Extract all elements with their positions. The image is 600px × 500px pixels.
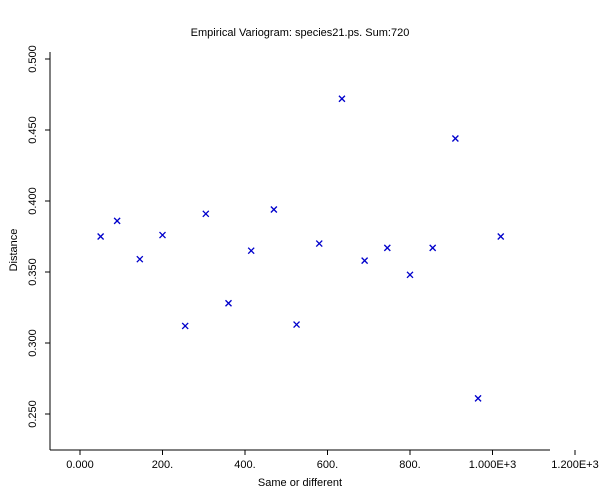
x-tick-label: 0.000 xyxy=(66,459,94,471)
data-point xyxy=(202,210,210,218)
data-points xyxy=(97,95,505,402)
data-point xyxy=(315,240,323,248)
data-point xyxy=(497,233,505,240)
y-tick-label: 0.450 xyxy=(27,116,39,144)
x-tick-label: 800. xyxy=(399,459,420,471)
y-tick-label: 0.250 xyxy=(27,400,39,428)
x-tick-label: 400. xyxy=(234,459,255,471)
x-tick-label: 1.000E+3 xyxy=(469,459,516,471)
y-tick-label: 0.300 xyxy=(27,329,39,357)
data-point xyxy=(113,217,121,225)
data-point xyxy=(474,394,482,402)
data-point xyxy=(159,231,166,239)
data-point xyxy=(406,271,414,279)
y-tick-label: 0.350 xyxy=(27,258,39,286)
data-point xyxy=(97,233,105,240)
y-axis-ticks: 0.250 0.300 0.350 0.400 0.450 0.500 xyxy=(27,45,50,428)
data-point xyxy=(338,95,346,103)
data-point xyxy=(383,244,391,252)
x-axis-ticks: 0.000 200. 400. 600. 800. 1.000E+3 1.200E+3 xyxy=(66,450,599,471)
data-point xyxy=(429,244,437,252)
y-tick-label: 0.500 xyxy=(27,45,39,73)
data-point xyxy=(136,255,144,263)
data-point xyxy=(225,299,232,307)
data-point xyxy=(270,206,278,213)
data-point xyxy=(247,247,255,255)
data-point xyxy=(293,321,301,328)
y-tick-label: 0.400 xyxy=(27,187,39,215)
x-tick-label: 600. xyxy=(317,459,338,471)
x-axis-label: Same or different xyxy=(258,477,342,489)
chart-title: Empirical Variogram: species21.ps. Sum:7… xyxy=(191,27,410,39)
x-tick-label: 1.200E+3 xyxy=(551,459,598,471)
data-point xyxy=(181,322,189,330)
data-point xyxy=(451,135,459,142)
data-point xyxy=(361,257,369,265)
y-axis-label: Distance xyxy=(8,229,20,272)
x-tick-label: 200. xyxy=(152,459,173,471)
